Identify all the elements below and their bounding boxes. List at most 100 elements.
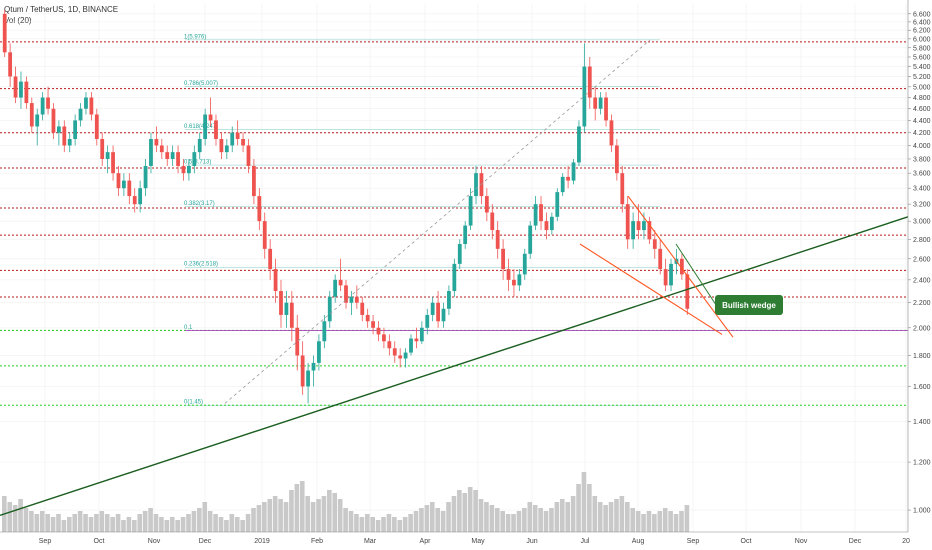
volume-bar xyxy=(283,502,289,532)
price-tick-label: 3.400 xyxy=(913,186,931,193)
candle-body xyxy=(208,114,213,121)
candle-body xyxy=(436,302,440,322)
price-tick-label: 2.600 xyxy=(913,256,931,263)
volume-bar xyxy=(299,481,305,532)
candle-body xyxy=(669,263,673,286)
volume-bar xyxy=(327,490,332,532)
fib-label: 0(1.45) xyxy=(184,400,203,406)
volume-bar xyxy=(505,514,511,532)
volume-bar xyxy=(587,484,592,532)
candle-body xyxy=(224,145,229,153)
candle-body xyxy=(159,145,164,153)
price-tick-label: 4.800 xyxy=(913,95,931,102)
candle-body xyxy=(295,327,300,356)
time-tick-label: Oct xyxy=(94,538,105,545)
volume-bar xyxy=(554,502,560,532)
volume-bar xyxy=(662,508,668,532)
volume-bar xyxy=(413,511,419,532)
candle-body xyxy=(246,145,251,166)
candle-body xyxy=(512,279,516,286)
candle-body xyxy=(555,192,560,217)
candle-body xyxy=(138,188,143,205)
candle-body xyxy=(149,138,153,166)
candle-body xyxy=(490,212,495,231)
candle-body xyxy=(219,138,224,153)
volume-bar xyxy=(478,499,484,532)
candle-body xyxy=(571,162,576,181)
candle-body xyxy=(430,302,435,315)
volume-bar xyxy=(77,511,83,532)
candle-body xyxy=(84,97,88,109)
volume-bar xyxy=(289,490,294,532)
candle-body xyxy=(24,81,29,104)
candle-body xyxy=(631,221,636,240)
candle-body xyxy=(56,126,61,133)
time-tick-label: May xyxy=(471,538,485,545)
volume-bar xyxy=(386,514,392,532)
price-tick-label: 5.200 xyxy=(913,74,931,81)
volume-bar xyxy=(45,514,50,532)
volume-bar xyxy=(370,517,375,532)
time-tick-label: 20 xyxy=(902,538,910,545)
volume-bar xyxy=(251,508,256,532)
volume-bar xyxy=(61,520,67,532)
volume-bar xyxy=(169,517,175,532)
volume-bar xyxy=(213,514,218,532)
candle-body xyxy=(392,348,397,356)
candle-body xyxy=(192,152,197,166)
candle-body xyxy=(13,76,18,98)
candle-body xyxy=(354,296,359,303)
candle-body xyxy=(484,196,489,213)
volume-bar xyxy=(614,499,619,532)
candle-body xyxy=(468,196,473,226)
volume-bar xyxy=(137,514,143,532)
candle-body xyxy=(289,302,294,328)
candle-body xyxy=(8,52,13,77)
candle-body xyxy=(46,97,50,109)
candle-body xyxy=(642,221,646,231)
time-tick-label: Apr xyxy=(420,538,432,545)
volume-bar xyxy=(7,502,13,532)
volume-bar xyxy=(104,514,110,532)
time-axis[interactable]: Sep Oct Nov Dec 2019 Feb Mar Apr May Jun Jul Aug Sep… xyxy=(0,531,910,545)
volume-bar xyxy=(446,502,451,532)
volume-bar xyxy=(294,484,300,532)
volume-bar xyxy=(50,517,56,532)
price-tick-label: 6.400 xyxy=(913,19,931,26)
volume-bar xyxy=(180,517,186,532)
price-tick-label: 3.600 xyxy=(913,171,931,178)
support-trendline xyxy=(0,216,909,517)
candle-body xyxy=(593,97,598,109)
time-tick-label: Sep xyxy=(687,538,700,545)
volume-bar xyxy=(343,508,348,532)
volume-bar xyxy=(34,514,40,532)
candle-body xyxy=(105,152,110,159)
candle-body xyxy=(306,370,310,387)
volume-bar xyxy=(462,493,468,532)
candle-body xyxy=(170,152,175,159)
volume-bar xyxy=(603,505,608,532)
volume-bar xyxy=(473,490,478,532)
time-tick-label: Nov xyxy=(148,538,161,545)
candle-body xyxy=(452,263,457,292)
price-tick-label: 1.600 xyxy=(913,384,931,391)
annotation: Bullish wedge xyxy=(675,243,783,315)
price-tick-label: 6.600 xyxy=(913,11,931,18)
volume-bar xyxy=(72,514,78,532)
volume-bar xyxy=(424,505,430,532)
candle-body xyxy=(636,221,641,231)
time-tick-label: Jul xyxy=(581,538,590,545)
candle-body xyxy=(560,176,565,193)
candle-body xyxy=(544,221,549,231)
price-tick-label: 3.200 xyxy=(913,202,931,209)
volume-bar xyxy=(142,511,148,532)
candle-body xyxy=(214,120,218,139)
candle-body xyxy=(577,126,581,163)
candle-body xyxy=(279,291,283,315)
volume-bar xyxy=(559,499,565,532)
candle-body xyxy=(403,352,408,359)
candle-body xyxy=(474,173,478,197)
candle-body xyxy=(409,338,413,353)
